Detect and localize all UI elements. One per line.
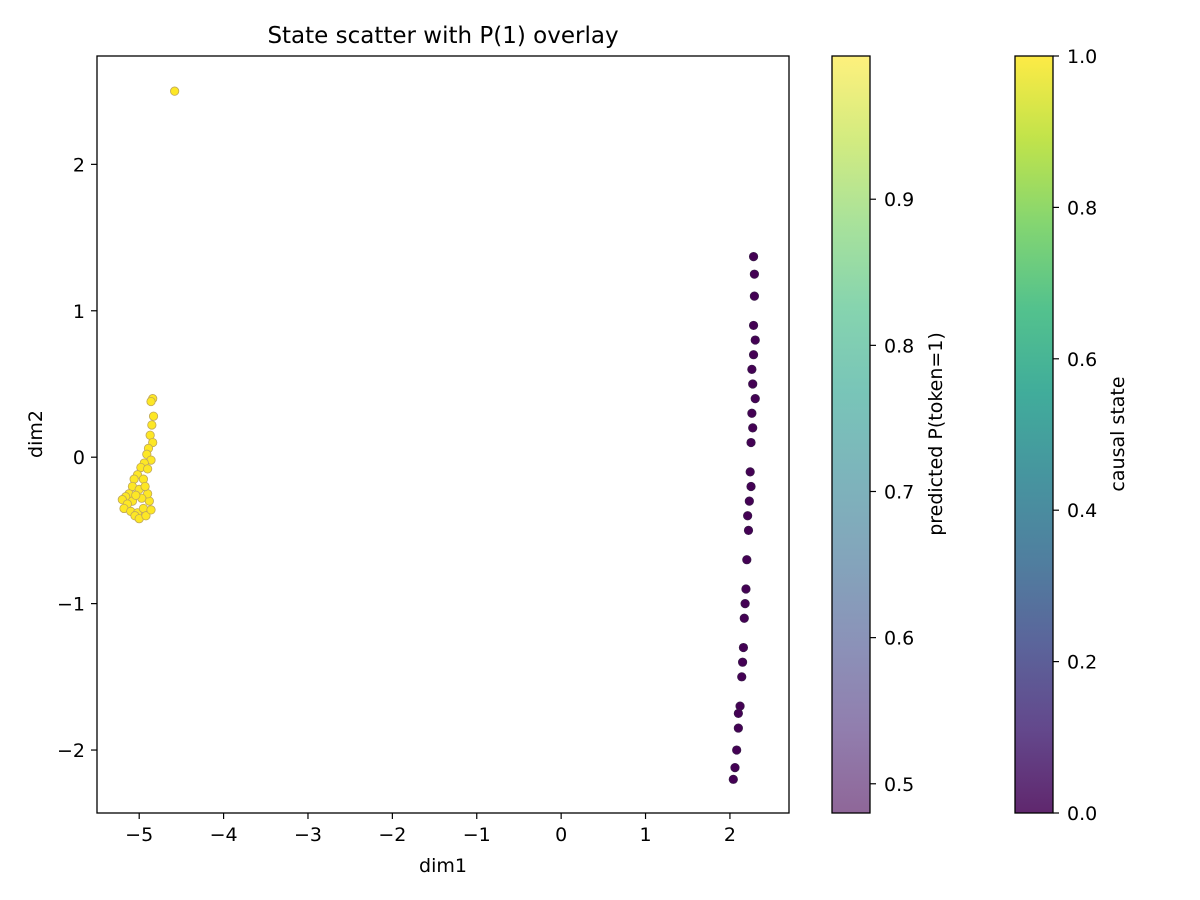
causal-state-colorbar-tick-label: 0.6 xyxy=(1067,349,1097,371)
state-0-cluster-point xyxy=(746,481,756,492)
causal-state-colorbar-tick-label: 1.0 xyxy=(1067,46,1097,68)
state-0-cluster-point xyxy=(747,408,757,418)
state-0-cluster-point xyxy=(730,763,740,773)
state-1-cluster-point xyxy=(146,396,156,407)
state-1-cluster-point xyxy=(170,86,180,96)
state-0-cluster-point xyxy=(750,394,760,404)
state-1-cluster-point xyxy=(140,481,150,492)
state-0-cluster-point xyxy=(744,496,754,506)
state-0-cluster-point xyxy=(743,511,753,521)
y-tick-label: 0 xyxy=(73,447,85,469)
state-0-cluster-point xyxy=(750,335,760,345)
state-0-cluster-point xyxy=(748,320,759,331)
x-axis-ticks: −5 −4 −3 −2 −1 0 1 2 xyxy=(125,813,736,846)
state-1-cluster-point xyxy=(141,511,151,521)
state-0-cluster-point xyxy=(743,525,754,536)
state-0-cluster-point xyxy=(738,642,749,653)
plot-area: −5 −4 −3 −2 −1 0 1 2 −2 −1 0 1 2 xyxy=(57,55,790,846)
state-1-cluster-point xyxy=(148,411,159,421)
causal-state-colorbar-tick-label: 0.2 xyxy=(1067,652,1097,674)
x-tick-label: 1 xyxy=(639,824,651,846)
chart-title: State scatter with P(1) overlay xyxy=(267,23,618,49)
state-0-cluster-point xyxy=(733,723,743,733)
predicted-p-colorbar-ticks: 0.5 0.6 0.7 0.8 0.9 xyxy=(870,189,914,796)
predicted-p-colorbar-gradient xyxy=(832,56,870,813)
y-tick-label: −2 xyxy=(57,740,85,762)
state-0-cluster-point xyxy=(733,708,743,719)
causal-state-colorbar-tick-label: 0.0 xyxy=(1067,803,1097,825)
state-1-cluster-point xyxy=(143,464,153,474)
state-0-cluster-point xyxy=(745,467,755,477)
predicted-p-colorbar-tick-label: 0.6 xyxy=(884,628,914,650)
state-0-cluster-point xyxy=(737,672,747,682)
scatter-points xyxy=(117,86,760,784)
x-tick-label: −4 xyxy=(210,824,238,846)
x-tick-label: 2 xyxy=(724,824,736,846)
predicted-p-colorbar: 0.5 0.6 0.7 0.8 0.9 predicted P(token=1) xyxy=(831,55,947,814)
state-0-cluster-point xyxy=(741,584,751,594)
causal-state-colorbar-frame xyxy=(1014,55,1054,814)
x-tick-label: 0 xyxy=(555,824,567,846)
x-tick-label: −3 xyxy=(294,824,322,846)
state-0-cluster-point xyxy=(748,379,758,389)
state-1-cluster-point xyxy=(147,420,157,430)
predicted-p-colorbar-tick-label: 0.8 xyxy=(884,335,914,357)
causal-state-colorbar-tick-label: 0.8 xyxy=(1067,197,1097,219)
x-tick-label: −2 xyxy=(378,824,406,846)
causal-state-colorbar-ticks: 0.0 0.2 0.4 0.6 0.8 1.0 xyxy=(1053,46,1097,825)
predicted-p-colorbar-frame xyxy=(831,55,871,814)
predicted-p-colorbar-tick-label: 0.7 xyxy=(884,481,914,503)
state-0-cluster-point xyxy=(749,291,760,301)
causal-state-colorbar: 0.0 0.2 0.4 0.6 0.8 1.0 causal state xyxy=(1014,46,1129,825)
x-tick-label: −1 xyxy=(463,824,491,846)
state-0-cluster-point xyxy=(739,613,749,623)
x-tick-label: −5 xyxy=(125,824,153,846)
predicted-p-colorbar-label: predicted P(token=1) xyxy=(925,332,947,536)
state-0-cluster-point xyxy=(740,599,750,609)
state-0-cluster-point xyxy=(748,251,759,262)
state-0-cluster-point xyxy=(748,350,759,360)
state-1-cluster-point xyxy=(146,505,156,515)
predicted-p-colorbar-tick-label: 0.9 xyxy=(884,189,914,211)
state-0-cluster-point xyxy=(748,423,758,433)
state-1-cluster-point xyxy=(131,490,141,500)
state-0-cluster-point xyxy=(746,437,756,448)
causal-state-colorbar-gradient xyxy=(1015,56,1053,813)
state-0-cluster-point xyxy=(747,364,757,374)
causal-state-colorbar-tick-label: 0.4 xyxy=(1067,500,1097,522)
plot-frame xyxy=(96,55,790,814)
y-tick-label: 2 xyxy=(73,154,85,176)
y-tick-label: 1 xyxy=(73,301,85,323)
state-0-cluster-point xyxy=(737,657,748,667)
x-axis-label: dim1 xyxy=(419,855,467,877)
predicted-p-colorbar-tick-label: 0.5 xyxy=(884,774,914,796)
causal-state-colorbar-label: causal state xyxy=(1107,376,1129,491)
state-0-cluster-point xyxy=(749,269,760,279)
state-0-cluster-point xyxy=(742,555,752,565)
state-0-cluster-point xyxy=(728,774,738,784)
y-tick-label: −1 xyxy=(57,594,85,616)
y-axis-label: dim2 xyxy=(25,410,47,458)
state-0-cluster-point xyxy=(732,745,742,755)
y-axis-ticks: −2 −1 0 1 2 xyxy=(57,154,97,762)
